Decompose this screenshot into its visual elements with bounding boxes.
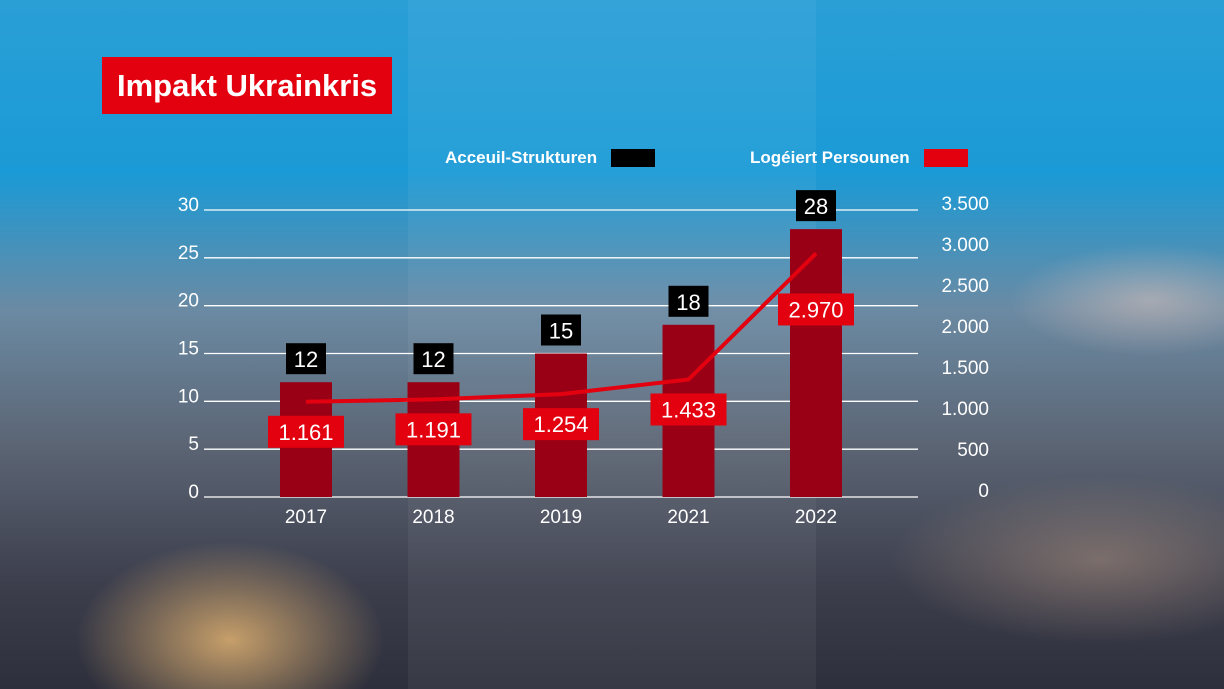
y-left-tick: 25	[178, 243, 199, 264]
legend-item-logeiert: Logéiert Persounen	[750, 148, 968, 168]
x-tick: 2021	[667, 507, 709, 528]
background-panel	[408, 0, 816, 689]
bar-label: 12	[294, 347, 318, 372]
bar-label: 28	[804, 194, 828, 219]
y-left-tick: 10	[178, 386, 199, 407]
y-left-tick: 20	[178, 291, 199, 312]
x-tick: 2018	[412, 507, 454, 528]
chart-title: Impakt Ukrainkris	[102, 57, 393, 114]
bar-2022	[790, 229, 842, 497]
line-label: 1.161	[278, 420, 333, 445]
legend-item-acceuil: Acceuil-Strukturen	[445, 148, 656, 168]
y-left-tick: 5	[188, 434, 199, 455]
bar-label-bg	[286, 343, 326, 375]
line-label-bg	[650, 393, 727, 426]
bar-label-bg	[541, 314, 581, 346]
line-label: 2.970	[788, 297, 843, 322]
bar-label: 15	[549, 319, 573, 344]
y-right-tick: 2.500	[941, 276, 989, 297]
y-right-tick: 500	[957, 440, 989, 461]
y-left-tick: 0	[188, 482, 199, 503]
y-right-tick: 1.500	[941, 358, 989, 379]
legend-swatch	[923, 149, 968, 167]
y-right-tick: 3.500	[941, 194, 989, 215]
line-label: 1.254	[533, 412, 588, 437]
bar-label-bg	[413, 343, 454, 375]
y-right-tick: 3.000	[941, 235, 989, 256]
bar-label-bg	[796, 190, 836, 222]
bar-label: 18	[676, 290, 700, 315]
line-label: 1.191	[406, 417, 461, 442]
line-label-bg	[268, 415, 344, 448]
y-left-tick: 15	[178, 339, 199, 360]
line-label-bg	[523, 408, 599, 441]
x-tick: 2019	[540, 507, 582, 528]
bar-label: 12	[421, 347, 445, 372]
line-label-bg	[395, 413, 472, 446]
bar-label-bg	[668, 285, 709, 317]
y-right-tick: 0	[978, 481, 989, 502]
x-tick: 2022	[795, 507, 837, 528]
y-right-tick: 2.000	[941, 317, 989, 338]
x-tick: 2017	[285, 507, 327, 528]
y-right-tick: 1.000	[941, 399, 989, 420]
legend-label: Acceuil-Strukturen	[445, 148, 598, 167]
line-label-bg	[778, 293, 854, 326]
line-label: 1.433	[661, 397, 716, 422]
y-left-tick: 30	[178, 195, 199, 216]
legend-label: Logéiert Persounen	[750, 148, 910, 167]
legend-swatch	[611, 149, 656, 167]
